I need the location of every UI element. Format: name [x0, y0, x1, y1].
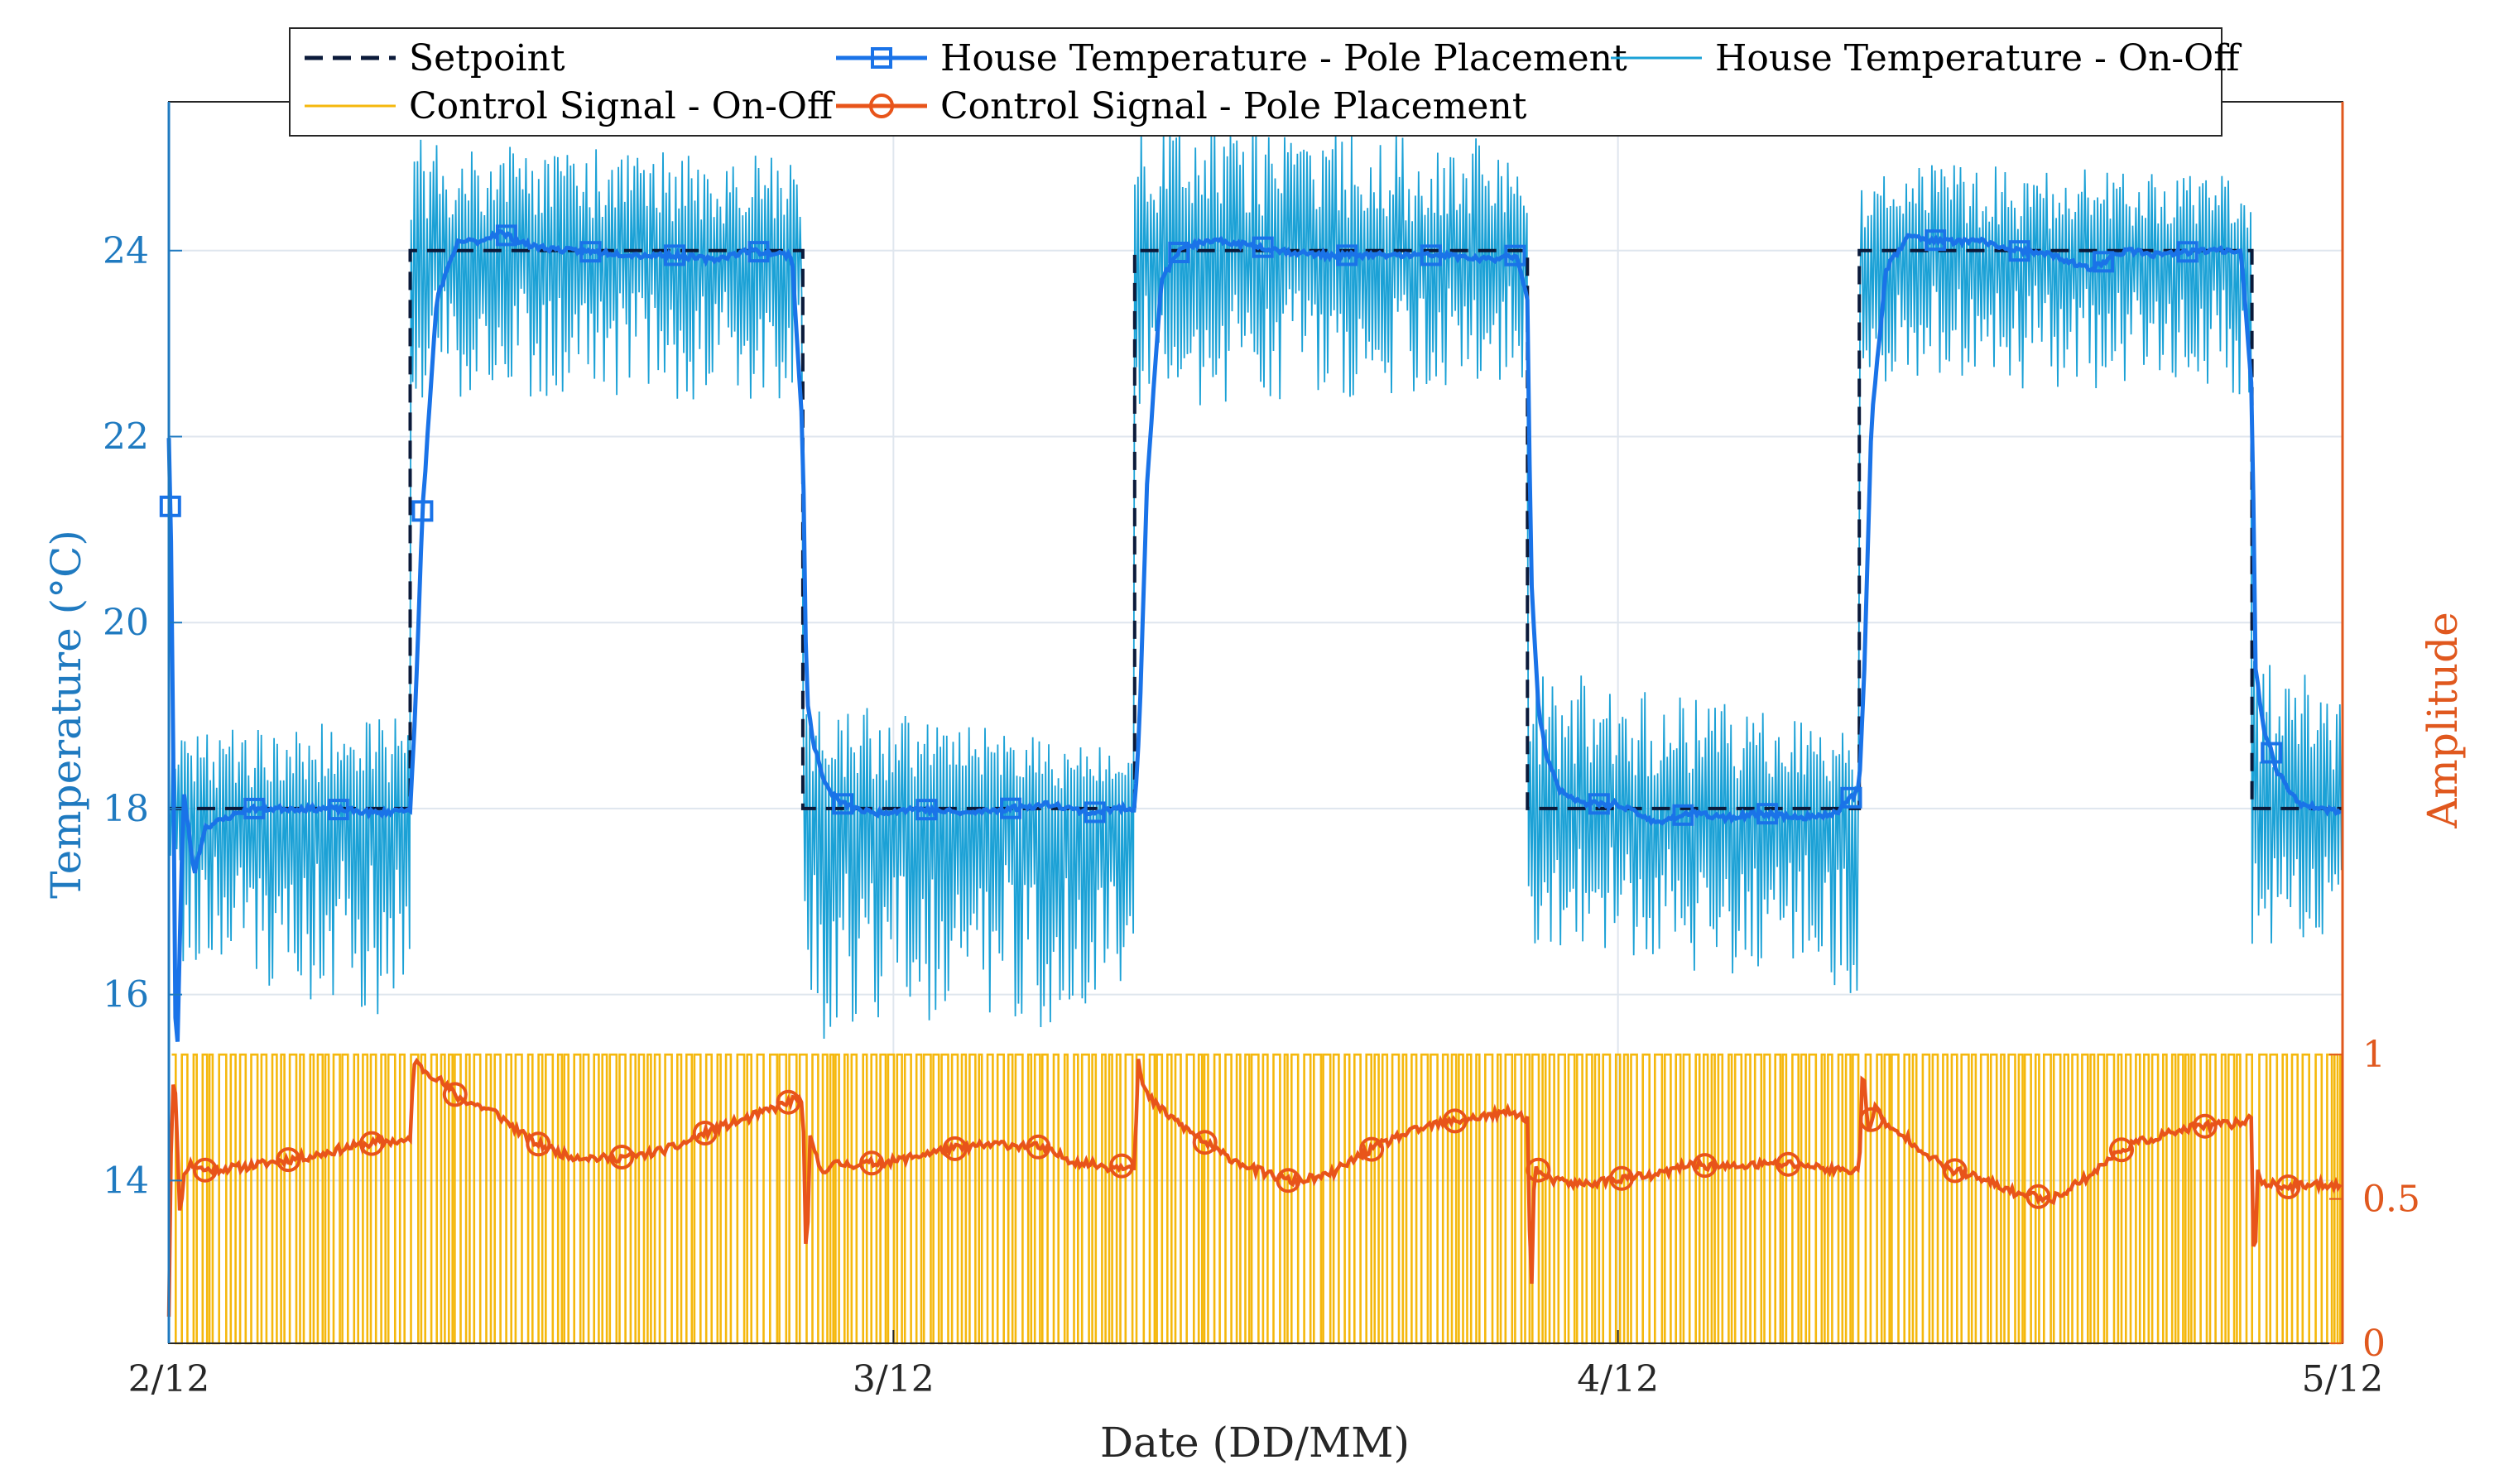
plot-area	[159, 125, 2343, 1345]
marker-square	[2008, 240, 2030, 262]
marker-circle	[1109, 1153, 1135, 1179]
legend-label-setpoint: Setpoint	[409, 37, 565, 79]
marker-square	[1588, 793, 1610, 815]
legend-marker-circle	[869, 94, 894, 118]
y-axis-left-title: Temperature (°C)	[42, 530, 90, 899]
marker-circle	[1942, 1158, 1968, 1184]
marker-circle	[859, 1150, 885, 1176]
x-axis-title: Date (DD/MM)	[1100, 1419, 1410, 1467]
series-control-signal-on-off	[171, 1053, 2343, 1345]
marker-square	[1504, 244, 1526, 267]
marker-circle	[1442, 1108, 1468, 1134]
marker-circle	[1026, 1134, 1051, 1160]
marker-circle	[1776, 1151, 1801, 1177]
marker-circle	[1276, 1168, 1301, 1193]
marker-square	[1672, 804, 1694, 826]
marker-circle	[1192, 1130, 1218, 1155]
legend-marker-square	[871, 47, 892, 69]
marker-circle	[1526, 1157, 1551, 1183]
marker-circle	[1609, 1165, 1634, 1191]
legend: Setpoint House Temperature - Pole Placeme…	[289, 27, 2242, 137]
x-tick-label: 2/12	[128, 1358, 210, 1400]
y-left-tick-label: 16	[103, 974, 149, 1016]
marker-circle	[2025, 1184, 2051, 1209]
y-left-tick-label: 20	[103, 602, 149, 644]
marker-square	[915, 799, 938, 821]
marker-circle	[1692, 1153, 1718, 1179]
marker-square	[1840, 786, 1862, 809]
y-axis-right-title: Amplitude	[2419, 612, 2467, 828]
marker-square	[1000, 797, 1022, 819]
marker-square	[243, 797, 266, 819]
marker-circle	[192, 1157, 218, 1183]
legend-box	[289, 27, 2222, 137]
marker-circle	[609, 1145, 635, 1169]
marker-square	[1420, 244, 1442, 267]
marker-square	[2176, 241, 2198, 263]
marker-square	[495, 224, 517, 247]
legend-label-pole_temp: House Temperature - Pole Placement	[940, 37, 1627, 79]
marker-circle	[1359, 1136, 1385, 1162]
marker-square	[1084, 801, 1106, 824]
marker-square	[411, 500, 434, 522]
y-left-tick-label: 22	[103, 415, 149, 458]
marker-square	[1336, 244, 1358, 267]
marker-square	[1756, 803, 1778, 825]
x-tick-label: 5/12	[2302, 1358, 2384, 1400]
legend-label-onoff_temp: House Temperature - On-Off	[1715, 37, 2242, 79]
axes: 2/12 3/12 4/12 5/12 14 16 18 20 22 24 0 0.5 1	[103, 102, 2420, 1400]
marker-circle	[692, 1121, 718, 1145]
legend-label-onoff_control: Control Signal - On-Off	[409, 85, 835, 127]
marker-square	[664, 244, 685, 267]
y-left-tick-label: 24	[103, 230, 149, 272]
y-right-tick-label: 0	[2362, 1323, 2386, 1365]
y-left-tick-label: 18	[103, 788, 149, 830]
marker-square	[747, 241, 770, 263]
legend-label-pole_control: Control Signal - Pole Placement	[940, 85, 1527, 127]
marker-square	[1252, 236, 1274, 258]
marker-circle	[2192, 1113, 2218, 1139]
x-tick-label: 3/12	[853, 1358, 935, 1400]
marker-circle	[359, 1131, 385, 1156]
marker-square	[2261, 742, 2283, 764]
marker-circle	[442, 1082, 468, 1107]
marker-square	[327, 799, 349, 821]
marker-square	[1168, 242, 1190, 263]
y-right-tick-label: 1	[2362, 1034, 2386, 1076]
marker-circle	[276, 1147, 301, 1173]
y-right-tick-label: 0.5	[2362, 1179, 2420, 1221]
x-tick-label: 4/12	[1577, 1358, 1659, 1400]
marker-square	[832, 793, 854, 815]
marker-square	[1925, 229, 1947, 252]
marker-circle	[2109, 1137, 2134, 1163]
marker-circle	[1859, 1107, 1884, 1132]
marker-circle	[2275, 1174, 2301, 1199]
marker-square	[2093, 251, 2115, 273]
y-left-tick-label: 14	[103, 1160, 149, 1202]
marker-circle	[526, 1131, 551, 1157]
marker-circle	[776, 1089, 801, 1115]
marker-circle	[942, 1136, 968, 1161]
marker-square	[579, 241, 602, 263]
marker-square	[159, 495, 181, 517]
